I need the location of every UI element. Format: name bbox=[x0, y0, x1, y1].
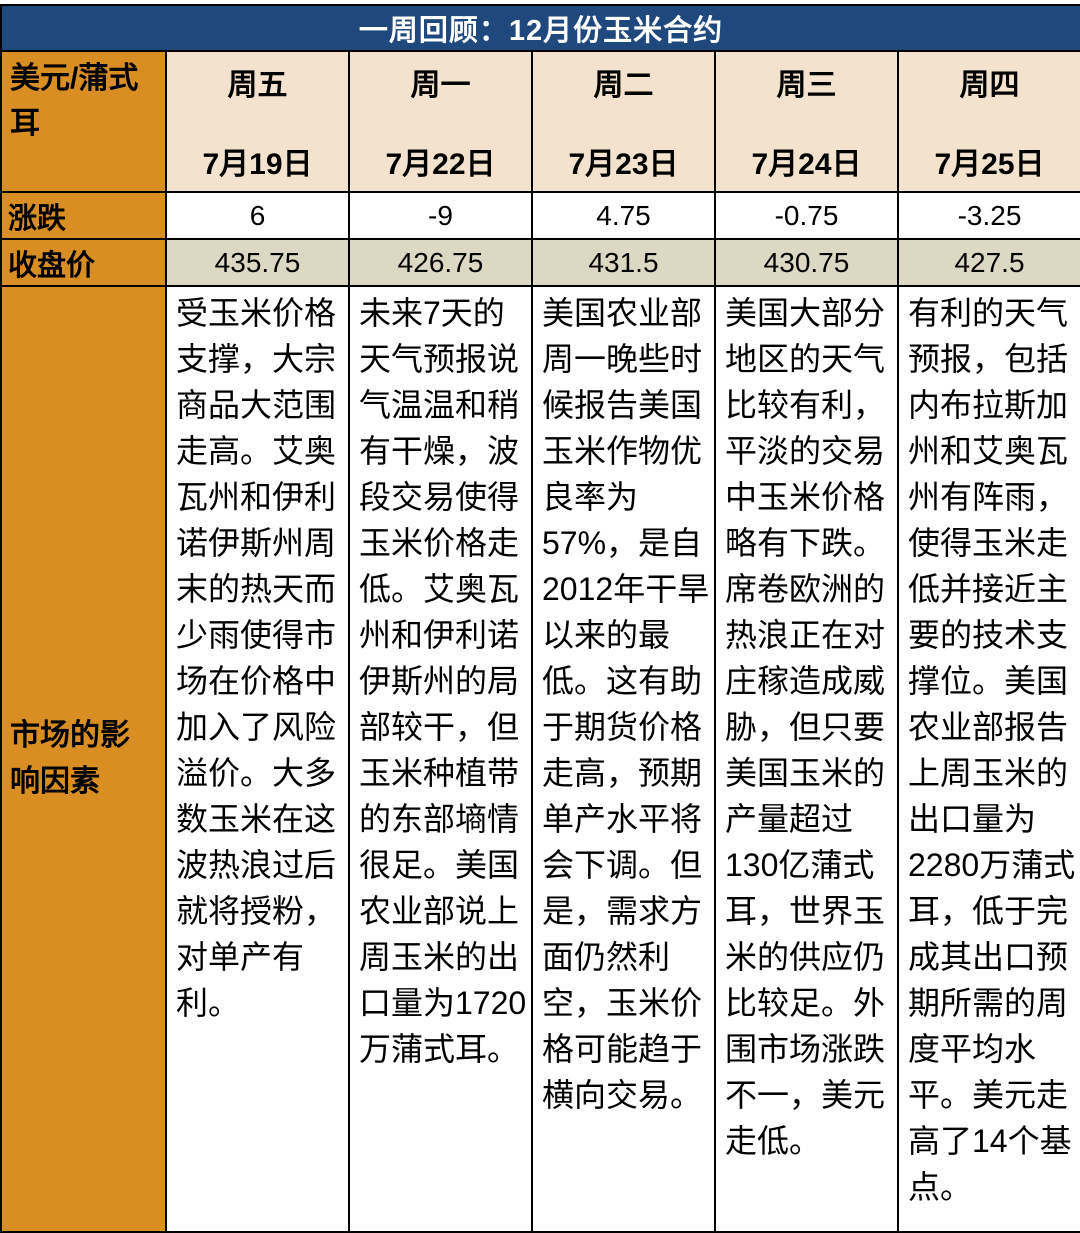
day-label: 周二 bbox=[593, 69, 654, 102]
change-value-mon: -9 bbox=[348, 191, 533, 240]
factor-text-mon: 未来7天的天气预报说气温温和稍有干燥，波段交易使得玉米价格走低。艾奥瓦州和伊利诺… bbox=[348, 285, 533, 1233]
date-label: 7月23日 bbox=[568, 148, 679, 181]
day-label: 周一 bbox=[410, 69, 471, 102]
date-label: 7月25日 bbox=[934, 148, 1045, 181]
close-value-mon: 426.75 bbox=[348, 238, 533, 287]
change-row: 涨跌 6 -9 4.75 -0.75 -3.25 bbox=[0, 191, 1080, 240]
corn-contract-table: 一周回顾：12月份玉米合约 美元/蒲式耳 周五 7月19日 周一 7月22日 bbox=[0, 4, 1080, 1233]
factor-text-wed: 美国大部分地区的天气比较有利，平淡的交易中玉米价格略有下跌。席卷欧洲的热浪正在对… bbox=[714, 285, 899, 1233]
column-header-fri: 周五 7月19日 bbox=[165, 50, 350, 193]
day-label: 周五 bbox=[227, 69, 288, 102]
change-value-tue: 4.75 bbox=[531, 191, 716, 240]
date-label: 7月22日 bbox=[385, 148, 496, 181]
close-value-tue: 431.5 bbox=[531, 238, 716, 287]
table-header-row: 美元/蒲式耳 周五 7月19日 周一 7月22日 周二 bbox=[0, 50, 1080, 193]
column-header-tue: 周二 7月23日 bbox=[531, 50, 716, 193]
closing-price-row-label: 收盘价 bbox=[0, 238, 167, 287]
change-row-label: 涨跌 bbox=[0, 191, 167, 240]
day-label: 周四 bbox=[959, 69, 1020, 102]
column-header-wed: 周三 7月24日 bbox=[714, 50, 899, 193]
day-label: 周三 bbox=[776, 69, 837, 102]
factor-text-thu: 有利的天气预报，包括内布拉斯加州和艾奥瓦州有阵雨，使得玉米走低并接近主要的技术支… bbox=[896, 285, 1080, 1233]
change-value-wed: -0.75 bbox=[714, 191, 899, 240]
table-title: 一周回顾：12月份玉米合约 bbox=[0, 4, 1080, 52]
market-factors-row-label: 市场的影响因素 bbox=[0, 285, 167, 1233]
close-value-thu: 427.5 bbox=[896, 238, 1080, 287]
date-label: 7月19日 bbox=[202, 148, 313, 181]
close-value-wed: 430.75 bbox=[714, 238, 899, 287]
factor-text-fri: 受玉米价格支撑，大宗商品大范围走高。艾奥瓦州和伊利诺伊斯州周末的热天而少雨使得市… bbox=[165, 285, 350, 1233]
change-value-fri: 6 bbox=[165, 191, 350, 240]
change-value-thu: -3.25 bbox=[896, 191, 1080, 240]
table-title-row: 一周回顾：12月份玉米合约 bbox=[0, 4, 1080, 52]
unit-corner-label: 美元/蒲式耳 bbox=[0, 50, 167, 193]
column-header-thu: 周四 7月25日 bbox=[896, 50, 1080, 193]
close-value-fri: 435.75 bbox=[165, 238, 350, 287]
date-label: 7月24日 bbox=[751, 148, 862, 181]
factor-text-tue: 美国农业部周一晚些时候报告美国玉米作物优良率为57%，是自2012年干旱以来的最… bbox=[531, 285, 716, 1233]
closing-price-row: 收盘价 435.75 426.75 431.5 430.75 427.5 bbox=[0, 238, 1080, 287]
column-header-mon: 周一 7月22日 bbox=[348, 50, 533, 193]
market-factors-row: 市场的影响因素 受玉米价格支撑，大宗商品大范围走高。艾奥瓦州和伊利诺伊斯州周末的… bbox=[0, 285, 1080, 1233]
